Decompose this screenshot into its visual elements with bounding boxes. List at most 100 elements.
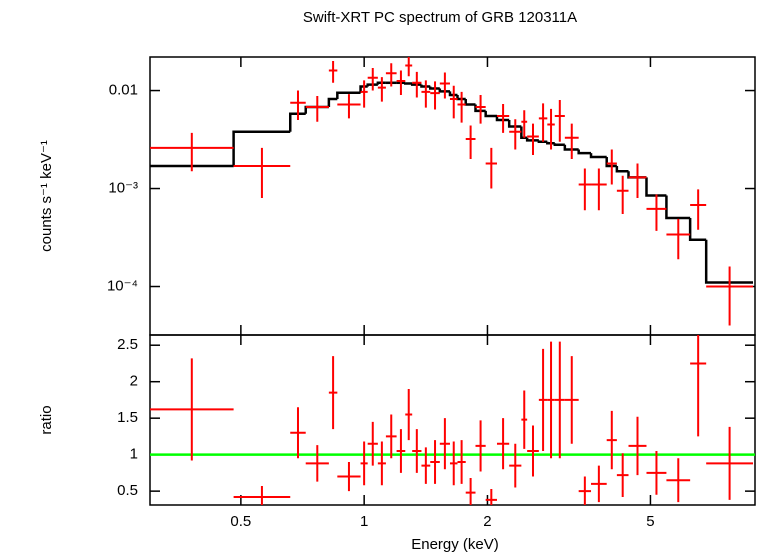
data-point bbox=[377, 77, 386, 102]
data-point bbox=[578, 168, 592, 211]
data-point bbox=[150, 358, 234, 461]
model-step bbox=[589, 153, 607, 159]
data-point bbox=[538, 103, 548, 142]
model-step bbox=[404, 82, 413, 85]
data-point bbox=[290, 407, 306, 459]
data-point bbox=[706, 426, 754, 500]
data-point bbox=[439, 72, 450, 99]
model-step bbox=[410, 83, 422, 86]
data-point bbox=[396, 429, 406, 473]
data-point bbox=[430, 440, 440, 484]
data-point bbox=[290, 90, 306, 121]
data-point bbox=[465, 125, 476, 160]
data-point bbox=[449, 441, 458, 486]
data-point bbox=[527, 123, 539, 155]
data-point bbox=[337, 94, 361, 119]
x-tick-label: 5 bbox=[646, 513, 654, 530]
data-point bbox=[377, 441, 386, 486]
data-point bbox=[509, 443, 522, 488]
y-tick-label: 2 bbox=[130, 373, 138, 390]
data-point bbox=[150, 132, 234, 172]
model-step bbox=[366, 83, 378, 87]
data-point bbox=[485, 488, 497, 505]
data-point bbox=[578, 476, 592, 505]
model-step bbox=[429, 86, 440, 90]
data-point bbox=[628, 416, 647, 476]
model-step bbox=[563, 144, 579, 151]
model-step bbox=[327, 97, 338, 107]
y-tick-label: 0.5 bbox=[117, 482, 138, 499]
y-tick-label: 10⁻³ bbox=[108, 180, 138, 197]
data-point bbox=[706, 266, 754, 326]
x-tick-label: 1 bbox=[360, 513, 368, 530]
data-point bbox=[328, 61, 338, 83]
data-point bbox=[554, 100, 565, 142]
model-step bbox=[615, 165, 629, 173]
data-point bbox=[328, 356, 338, 430]
data-point bbox=[564, 123, 579, 160]
data-point bbox=[527, 425, 539, 477]
model-step bbox=[438, 88, 450, 93]
data-point bbox=[457, 440, 466, 484]
model-step bbox=[537, 140, 548, 144]
model-step bbox=[495, 115, 510, 122]
y-tick-label: 1.5 bbox=[117, 409, 138, 426]
model-step bbox=[553, 143, 565, 146]
chart-title: Swift-XRT PC spectrum of GRB 120311A bbox=[303, 9, 577, 26]
data-point bbox=[547, 341, 555, 459]
data-point bbox=[646, 194, 667, 231]
data-point bbox=[412, 429, 422, 473]
data-point bbox=[457, 91, 466, 123]
data-point bbox=[396, 70, 406, 96]
data-point bbox=[538, 348, 548, 452]
model-step bbox=[645, 177, 667, 197]
data-point bbox=[485, 147, 497, 189]
x-tick-label: 2 bbox=[483, 513, 491, 530]
model-step bbox=[359, 85, 368, 93]
data-point bbox=[521, 390, 528, 449]
data-point bbox=[564, 356, 579, 444]
data-point bbox=[666, 458, 691, 503]
y-tick-label: 2.5 bbox=[117, 336, 138, 353]
data-point bbox=[233, 486, 291, 505]
data-point bbox=[690, 335, 707, 437]
model-step bbox=[520, 126, 528, 139]
model-step bbox=[704, 239, 754, 284]
y-axis-label: ratio bbox=[38, 405, 55, 434]
y-tick-label: 10⁻⁴ bbox=[107, 277, 138, 294]
data-point bbox=[367, 421, 378, 466]
data-point bbox=[233, 147, 291, 199]
model-step bbox=[484, 110, 497, 118]
model-step bbox=[448, 91, 458, 97]
x-axis-label: Energy (keV) bbox=[411, 536, 499, 553]
data-point bbox=[496, 418, 510, 470]
model-step bbox=[546, 141, 555, 145]
data-point bbox=[475, 420, 486, 472]
plot-frame bbox=[149, 334, 756, 506]
data-point bbox=[616, 175, 629, 214]
data-point bbox=[616, 453, 629, 497]
model-step bbox=[507, 120, 522, 128]
data-point bbox=[547, 108, 555, 150]
y-tick-label: 1 bbox=[130, 446, 138, 463]
data-point bbox=[606, 410, 617, 470]
data-point bbox=[421, 447, 431, 484]
data-point bbox=[554, 341, 565, 459]
data-point bbox=[360, 80, 368, 108]
data-point bbox=[690, 189, 707, 230]
y-axis-label: counts s⁻¹ keV⁻¹ bbox=[38, 140, 55, 252]
data-point bbox=[385, 414, 397, 459]
model-step bbox=[232, 130, 291, 166]
model-step bbox=[289, 112, 306, 132]
data-point bbox=[412, 71, 422, 98]
data-point bbox=[449, 85, 458, 119]
model-step bbox=[376, 81, 386, 85]
data-point bbox=[666, 218, 691, 260]
data-point bbox=[628, 163, 647, 199]
data-point bbox=[430, 81, 440, 110]
data-point bbox=[465, 478, 476, 505]
model-step bbox=[665, 195, 691, 220]
model-step bbox=[605, 156, 617, 168]
data-point bbox=[405, 388, 413, 441]
